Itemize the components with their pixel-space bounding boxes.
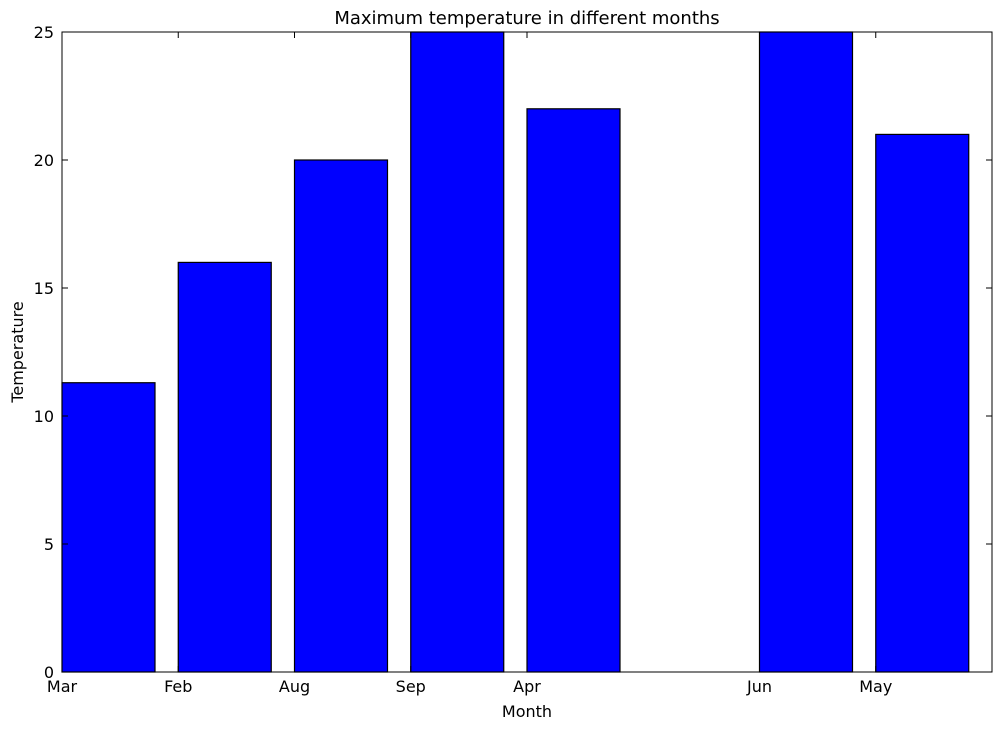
x-tick-label-may: May — [859, 677, 892, 696]
ticks-layer: Mar Feb Aug Sep Apr Jun May 0 5 10 15 20 25 — [34, 23, 992, 696]
bar-4 — [526, 108, 621, 673]
y-tick-label-15: 15 — [34, 279, 54, 298]
x-tick-label-feb: Feb — [164, 677, 192, 696]
x-tick-label-sep: Sep — [396, 677, 426, 696]
x-tick-label-mar: Mar — [47, 677, 78, 696]
y-tick-label-25: 25 — [34, 23, 54, 42]
x-tick-label-jun: Jun — [746, 677, 772, 696]
bars-layer — [61, 31, 970, 673]
bar-1 — [177, 261, 272, 673]
y-axis-label: Temperature — [8, 301, 27, 403]
y-tick-label-5: 5 — [44, 535, 54, 554]
bar-5 — [758, 31, 854, 673]
y-tick-label-10: 10 — [34, 407, 54, 426]
x-tick-label-aug: Aug — [279, 677, 310, 696]
x-tick-label-apr: Apr — [513, 677, 541, 696]
y-tick-label-20: 20 — [34, 151, 54, 170]
bar-3 — [410, 31, 505, 673]
bar-6 — [875, 133, 970, 673]
y-tick-label-0: 0 — [44, 663, 54, 682]
bar-2 — [293, 159, 389, 673]
x-axis-label: Month — [502, 702, 552, 721]
chart-title: Maximum temperature in different months — [334, 8, 719, 29]
bar-0 — [61, 382, 156, 673]
